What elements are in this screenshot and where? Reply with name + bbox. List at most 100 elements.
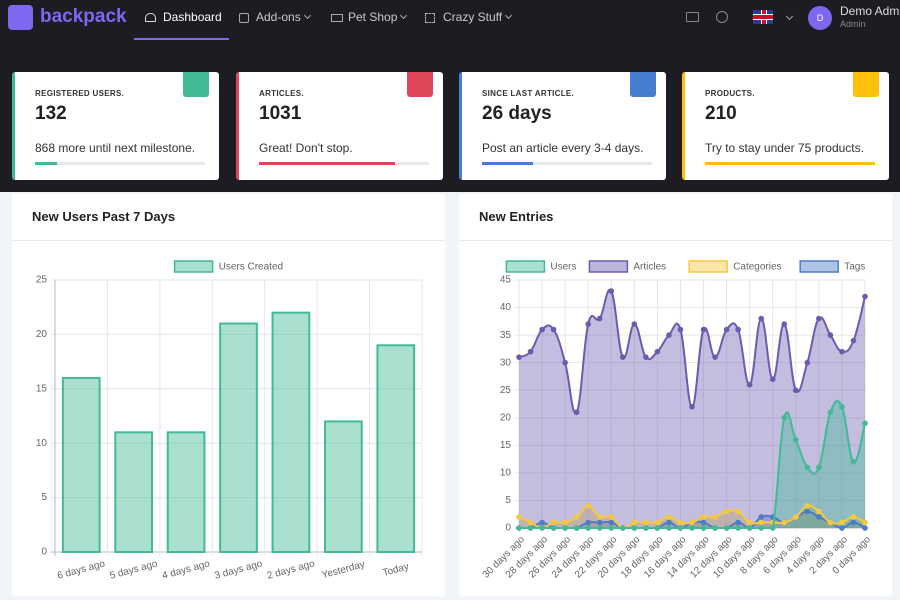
point (850, 519, 857, 526)
y-tick-label: 20 (500, 412, 512, 423)
point (550, 525, 557, 531)
legend-swatch (588, 260, 629, 273)
point (608, 519, 615, 526)
chart: 0 5 10 15 20 25 Users Created 6 days ago 5 days … (36, 260, 423, 582)
point (827, 332, 834, 338)
y-tick-label: 15 (500, 440, 512, 451)
x-tick-label: 2 days ago (266, 558, 317, 581)
point (839, 348, 845, 355)
theme-icon[interactable] (686, 12, 699, 22)
point (666, 519, 672, 526)
point (527, 525, 534, 531)
point (516, 514, 522, 520)
point (816, 464, 822, 471)
progress-track (705, 162, 875, 165)
card-icon (407, 72, 433, 97)
y-tick-label: 5 (41, 492, 47, 503)
progress-track (259, 162, 429, 165)
point (816, 514, 822, 520)
caret (505, 11, 513, 20)
bar (271, 311, 311, 553)
point (677, 525, 684, 531)
point (839, 519, 845, 526)
point (850, 337, 857, 344)
point (666, 525, 672, 531)
point (816, 508, 822, 515)
point (573, 525, 580, 531)
card-description: 868 more until next milestone. (35, 141, 196, 155)
caret (400, 11, 408, 20)
y-tick-label: 25 (36, 275, 48, 286)
point (758, 519, 764, 526)
nav-item[interactable]: Add-ons (256, 10, 311, 24)
point (781, 414, 788, 421)
y-tick-label: 35 (500, 330, 512, 341)
point (827, 409, 834, 416)
point (539, 525, 545, 531)
point (585, 519, 591, 526)
point (643, 354, 649, 360)
nav-label: Crazy Stuff (443, 10, 503, 24)
point (573, 409, 580, 416)
x-tick-label: Today (382, 561, 411, 579)
nav-label: Pet Shop (348, 10, 398, 24)
nav-item[interactable]: Pet Shop (348, 10, 408, 24)
palette-icon[interactable] (716, 11, 728, 23)
point (769, 376, 776, 382)
nav-icon (331, 14, 343, 22)
point (666, 514, 672, 520)
y-tick-label: 5 (505, 495, 511, 506)
nav-item[interactable]: Crazy Stuff (443, 10, 513, 24)
point (585, 503, 591, 509)
point (620, 354, 626, 360)
legend-swatch (799, 260, 839, 273)
point (793, 437, 799, 443)
legend-label: Users Created (219, 262, 283, 273)
card-label: PRODUCTS. (705, 89, 755, 98)
point (585, 525, 591, 531)
panel-title: New Entries (479, 209, 554, 224)
stat-card: REGISTERED USERS. 132 868 more until next … (12, 72, 219, 180)
legend-label: Tags (844, 262, 865, 273)
chart: 0 5 10 15 20 25 30 35 40 45 Users Articles Categorie… (481, 260, 873, 581)
bar (324, 420, 363, 553)
point (677, 326, 684, 333)
point (550, 519, 557, 526)
progress-track (482, 162, 652, 165)
y-tick-label: 10 (36, 438, 48, 449)
divider (12, 240, 445, 241)
stat-card: ARTICLES. 1031 Great! Don't stop. (236, 72, 443, 180)
brand[interactable]: backpack (40, 6, 127, 27)
language-flag[interactable] (753, 10, 773, 24)
legend-label: Users (550, 262, 576, 273)
legend-swatch (505, 260, 546, 273)
point (758, 525, 764, 531)
nav-icon (425, 13, 435, 23)
point (850, 514, 857, 520)
point (596, 514, 603, 520)
x-tick-label: 6 days ago (56, 558, 107, 581)
point (550, 326, 557, 333)
nav-item[interactable]: Dashboard (163, 10, 222, 24)
point (735, 525, 741, 531)
point (827, 519, 834, 526)
point (758, 315, 764, 322)
y-tick-label: 15 (36, 383, 48, 394)
legend-label: Articles (633, 262, 666, 273)
avatar[interactable]: D (808, 6, 832, 30)
point (562, 359, 568, 366)
point (862, 525, 868, 531)
nav-icon (145, 13, 156, 22)
user-name[interactable]: Demo Admi (840, 4, 900, 18)
caret (303, 11, 311, 20)
panel: New Users Past 7 Days 0 5 10 15 20 25 Users Cr… (12, 194, 445, 596)
point (816, 315, 822, 322)
point (839, 403, 845, 410)
point (850, 459, 857, 465)
nav-icon (239, 13, 249, 23)
point (723, 326, 730, 333)
card-value: 210 (705, 103, 737, 124)
point (689, 519, 695, 526)
brand-logo[interactable] (8, 5, 33, 30)
